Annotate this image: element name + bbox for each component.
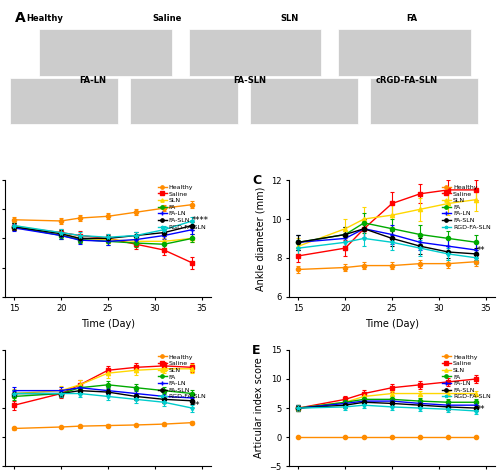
Y-axis label: Articular index score: Articular index score	[254, 357, 264, 458]
Text: **: **	[192, 401, 200, 410]
FancyBboxPatch shape	[40, 29, 172, 76]
Text: A: A	[15, 11, 26, 25]
Text: FA-SLN: FA-SLN	[234, 76, 266, 85]
Text: FA: FA	[406, 15, 417, 24]
FancyBboxPatch shape	[189, 29, 321, 76]
Text: C: C	[252, 174, 261, 187]
FancyBboxPatch shape	[338, 29, 470, 76]
Text: **: **	[476, 245, 485, 254]
Legend: Healthy, Saline, SLN, FA, FA-LN, FA-SLN, RGD-FA-SLN: Healthy, Saline, SLN, FA, FA-LN, FA-SLN,…	[156, 353, 208, 401]
Text: SLN: SLN	[280, 15, 298, 24]
Legend: Healthy, Saline, SLN, FA, FA-LN, FA-SLN, RGD-FA-SLN: Healthy, Saline, SLN, FA, FA-LN, FA-SLN,…	[440, 183, 492, 231]
FancyBboxPatch shape	[250, 78, 358, 124]
FancyBboxPatch shape	[10, 78, 118, 124]
Text: Saline: Saline	[152, 15, 182, 24]
Text: E: E	[252, 344, 260, 357]
Legend: Healthy, Saline, SLN, FA, FA-LN, FA-SLN, RGD-FA-SLN: Healthy, Saline, SLN, FA, FA-LN, FA-SLN,…	[440, 353, 492, 401]
Text: **: **	[476, 405, 485, 414]
Text: cRGD-FA-SLN: cRGD-FA-SLN	[376, 76, 438, 85]
Text: Healthy: Healthy	[26, 15, 63, 24]
Text: ****: ****	[192, 217, 209, 226]
FancyBboxPatch shape	[370, 78, 478, 124]
Legend: Healthy, Saline, SLN, FA, FA-LN, FA-SLN, RGD-FA-SLN: Healthy, Saline, SLN, FA, FA-LN, FA-SLN,…	[156, 183, 208, 231]
X-axis label: Time (Day): Time (Day)	[365, 319, 419, 329]
FancyBboxPatch shape	[130, 78, 238, 124]
X-axis label: Time (Day): Time (Day)	[81, 319, 135, 329]
Text: FA-LN: FA-LN	[80, 76, 106, 85]
Y-axis label: Ankle diameter (mm): Ankle diameter (mm)	[256, 186, 266, 291]
